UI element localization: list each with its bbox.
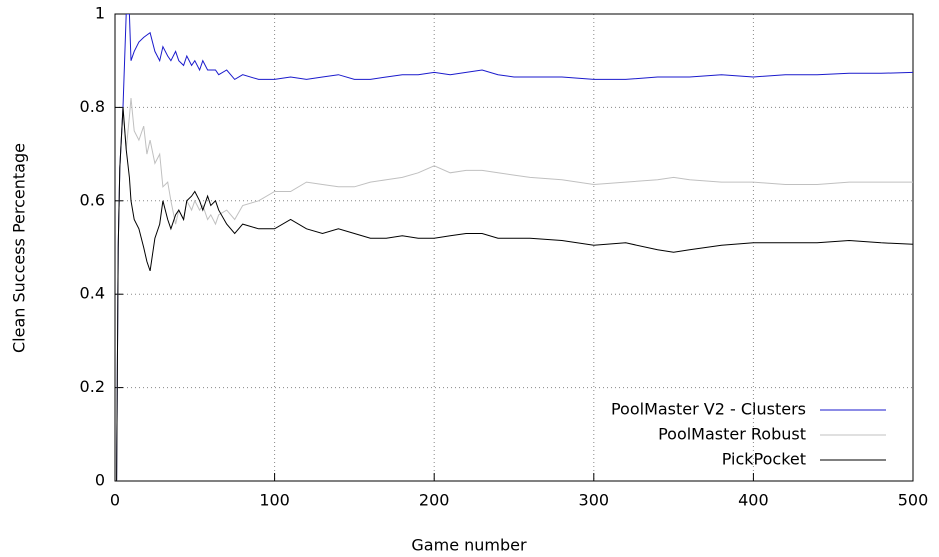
- y-tick-label: 0.6: [80, 190, 105, 209]
- y-tick-label: 0.8: [80, 97, 105, 116]
- series-line: [116, 14, 913, 481]
- x-tick-label: 200: [419, 491, 450, 510]
- x-tick-label: 100: [259, 491, 290, 510]
- series-line: [116, 98, 913, 481]
- x-tick-label: 300: [579, 491, 610, 510]
- y-axis-label: Clean Success Percentage: [10, 143, 29, 353]
- legend-label: PoolMaster V2 - Clusters: [611, 400, 806, 419]
- legend-label: PickPocket: [722, 450, 806, 469]
- x-tick-label: 500: [898, 491, 929, 510]
- series-line: [116, 107, 913, 481]
- plot-frame: [114, 13, 914, 482]
- y-tick-label: 0: [95, 471, 105, 490]
- y-tick-label: 0.2: [80, 377, 105, 396]
- y-tick-label: 1: [95, 4, 105, 23]
- y-tick-label: 0.4: [80, 284, 105, 303]
- x-tick-label: 400: [738, 491, 769, 510]
- legend-label: PoolMaster Robust: [658, 425, 806, 444]
- x-tick-label: 0: [110, 491, 120, 510]
- x-axis-label: Game number: [411, 536, 527, 555]
